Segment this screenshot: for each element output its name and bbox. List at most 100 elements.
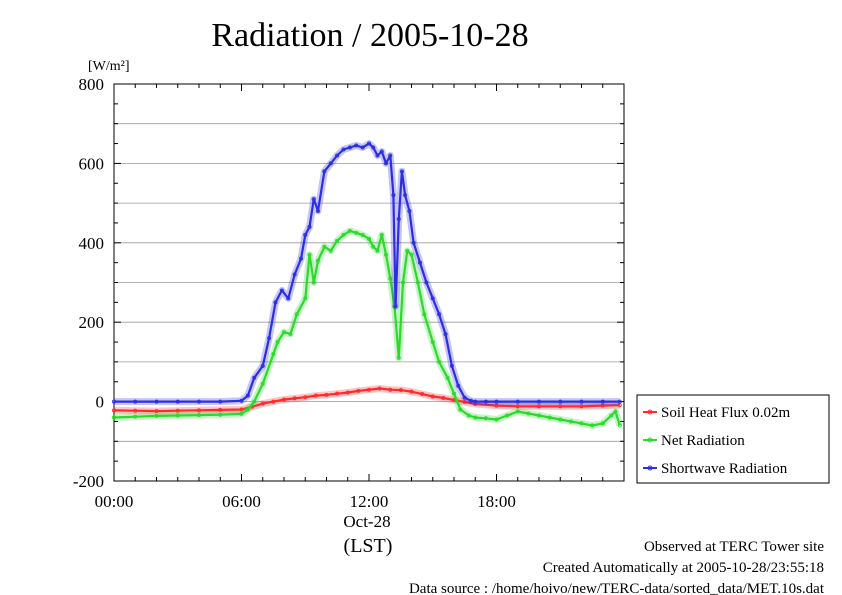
data-point (218, 399, 223, 404)
data-point (468, 398, 473, 403)
y-tick-label: 200 (79, 313, 105, 332)
data-point (600, 421, 605, 426)
data-point (303, 232, 308, 237)
y-tick-label: 600 (79, 154, 105, 173)
data-point (311, 197, 316, 202)
data-point (345, 390, 350, 395)
data-point (154, 409, 159, 414)
data-point (430, 394, 435, 399)
data-point (558, 417, 563, 422)
data-point (281, 330, 286, 335)
data-point (515, 404, 520, 409)
data-point (298, 256, 303, 261)
footer-source: Data source : /home/hoivo/new/TERC-data/… (409, 581, 825, 595)
data-point (218, 407, 223, 412)
data-point (292, 396, 297, 401)
series-layer (112, 140, 624, 429)
legend-marker (647, 409, 653, 415)
data-point (354, 230, 359, 235)
data-point (424, 280, 429, 285)
data-point (417, 260, 422, 265)
data-point (437, 359, 442, 364)
y-axis-ticks: -200 0 200 400 600 800 (73, 75, 624, 491)
data-point (273, 300, 278, 305)
data-point (133, 408, 138, 413)
data-point (473, 399, 478, 404)
data-point (347, 228, 352, 233)
data-point (366, 387, 371, 392)
data-point (483, 416, 488, 421)
data-point (456, 383, 461, 388)
data-point (383, 252, 388, 257)
data-point (437, 312, 442, 317)
y-axis-unit: [W/m²] (88, 59, 130, 74)
data-point (371, 145, 376, 150)
data-point (366, 141, 371, 146)
data-point (400, 280, 405, 285)
data-point (271, 399, 276, 404)
data-point (388, 276, 393, 281)
data-point (375, 248, 380, 253)
data-point (360, 145, 365, 150)
data-point (445, 375, 450, 380)
series-line (113, 229, 621, 427)
data-point (396, 355, 401, 360)
data-point (379, 149, 384, 154)
data-point (590, 423, 595, 428)
data-point (579, 399, 584, 404)
data-point (175, 413, 180, 418)
data-point (409, 389, 414, 394)
data-point (303, 395, 308, 400)
data-point (537, 413, 542, 418)
data-point (422, 312, 427, 317)
data-point (196, 399, 201, 404)
data-point (398, 388, 403, 393)
data-point (537, 404, 542, 409)
data-point (494, 399, 499, 404)
legend-box (636, 394, 830, 484)
data-point (505, 413, 510, 418)
data-point (260, 381, 265, 386)
x-tick-label: 18:00 (477, 492, 516, 511)
legend-label: Shortwave Radiation (661, 461, 788, 477)
data-point (279, 288, 284, 293)
data-point (515, 409, 520, 414)
x-axis-label: (LST) (344, 535, 393, 557)
data-point (245, 407, 250, 412)
data-point (294, 312, 299, 317)
data-point (307, 224, 312, 229)
x-axis-ticks: 00:00 06:00 12:00 18:00 (95, 84, 625, 511)
data-point (415, 280, 420, 285)
data-point (600, 399, 605, 404)
data-point (311, 280, 316, 285)
footer-created: Created Automatically at 2005-10-28/23:5… (543, 560, 824, 576)
data-point (388, 153, 393, 158)
data-point (322, 169, 327, 174)
data-point (175, 399, 180, 404)
data-point (371, 244, 376, 249)
y-tick-label: -200 (73, 472, 104, 491)
data-point (377, 386, 382, 391)
data-point (613, 409, 618, 414)
data-point (403, 193, 408, 198)
y-tick-label: 800 (79, 75, 105, 94)
data-point (356, 388, 361, 393)
data-point (473, 415, 478, 420)
data-point (396, 216, 401, 221)
data-point (388, 387, 393, 392)
data-point (609, 413, 614, 418)
data-point (420, 392, 425, 397)
series-band (114, 140, 620, 406)
data-point (383, 161, 388, 166)
data-point (375, 153, 380, 158)
data-point (411, 240, 416, 245)
legend-marker (647, 465, 653, 471)
data-point (292, 272, 297, 277)
chart-title: Radiation / 2005-10-28 (211, 17, 528, 54)
data-point (275, 340, 280, 345)
data-point (579, 421, 584, 426)
data-point (483, 399, 488, 404)
data-point (354, 143, 359, 148)
data-point (558, 404, 563, 409)
data-point (341, 232, 346, 237)
